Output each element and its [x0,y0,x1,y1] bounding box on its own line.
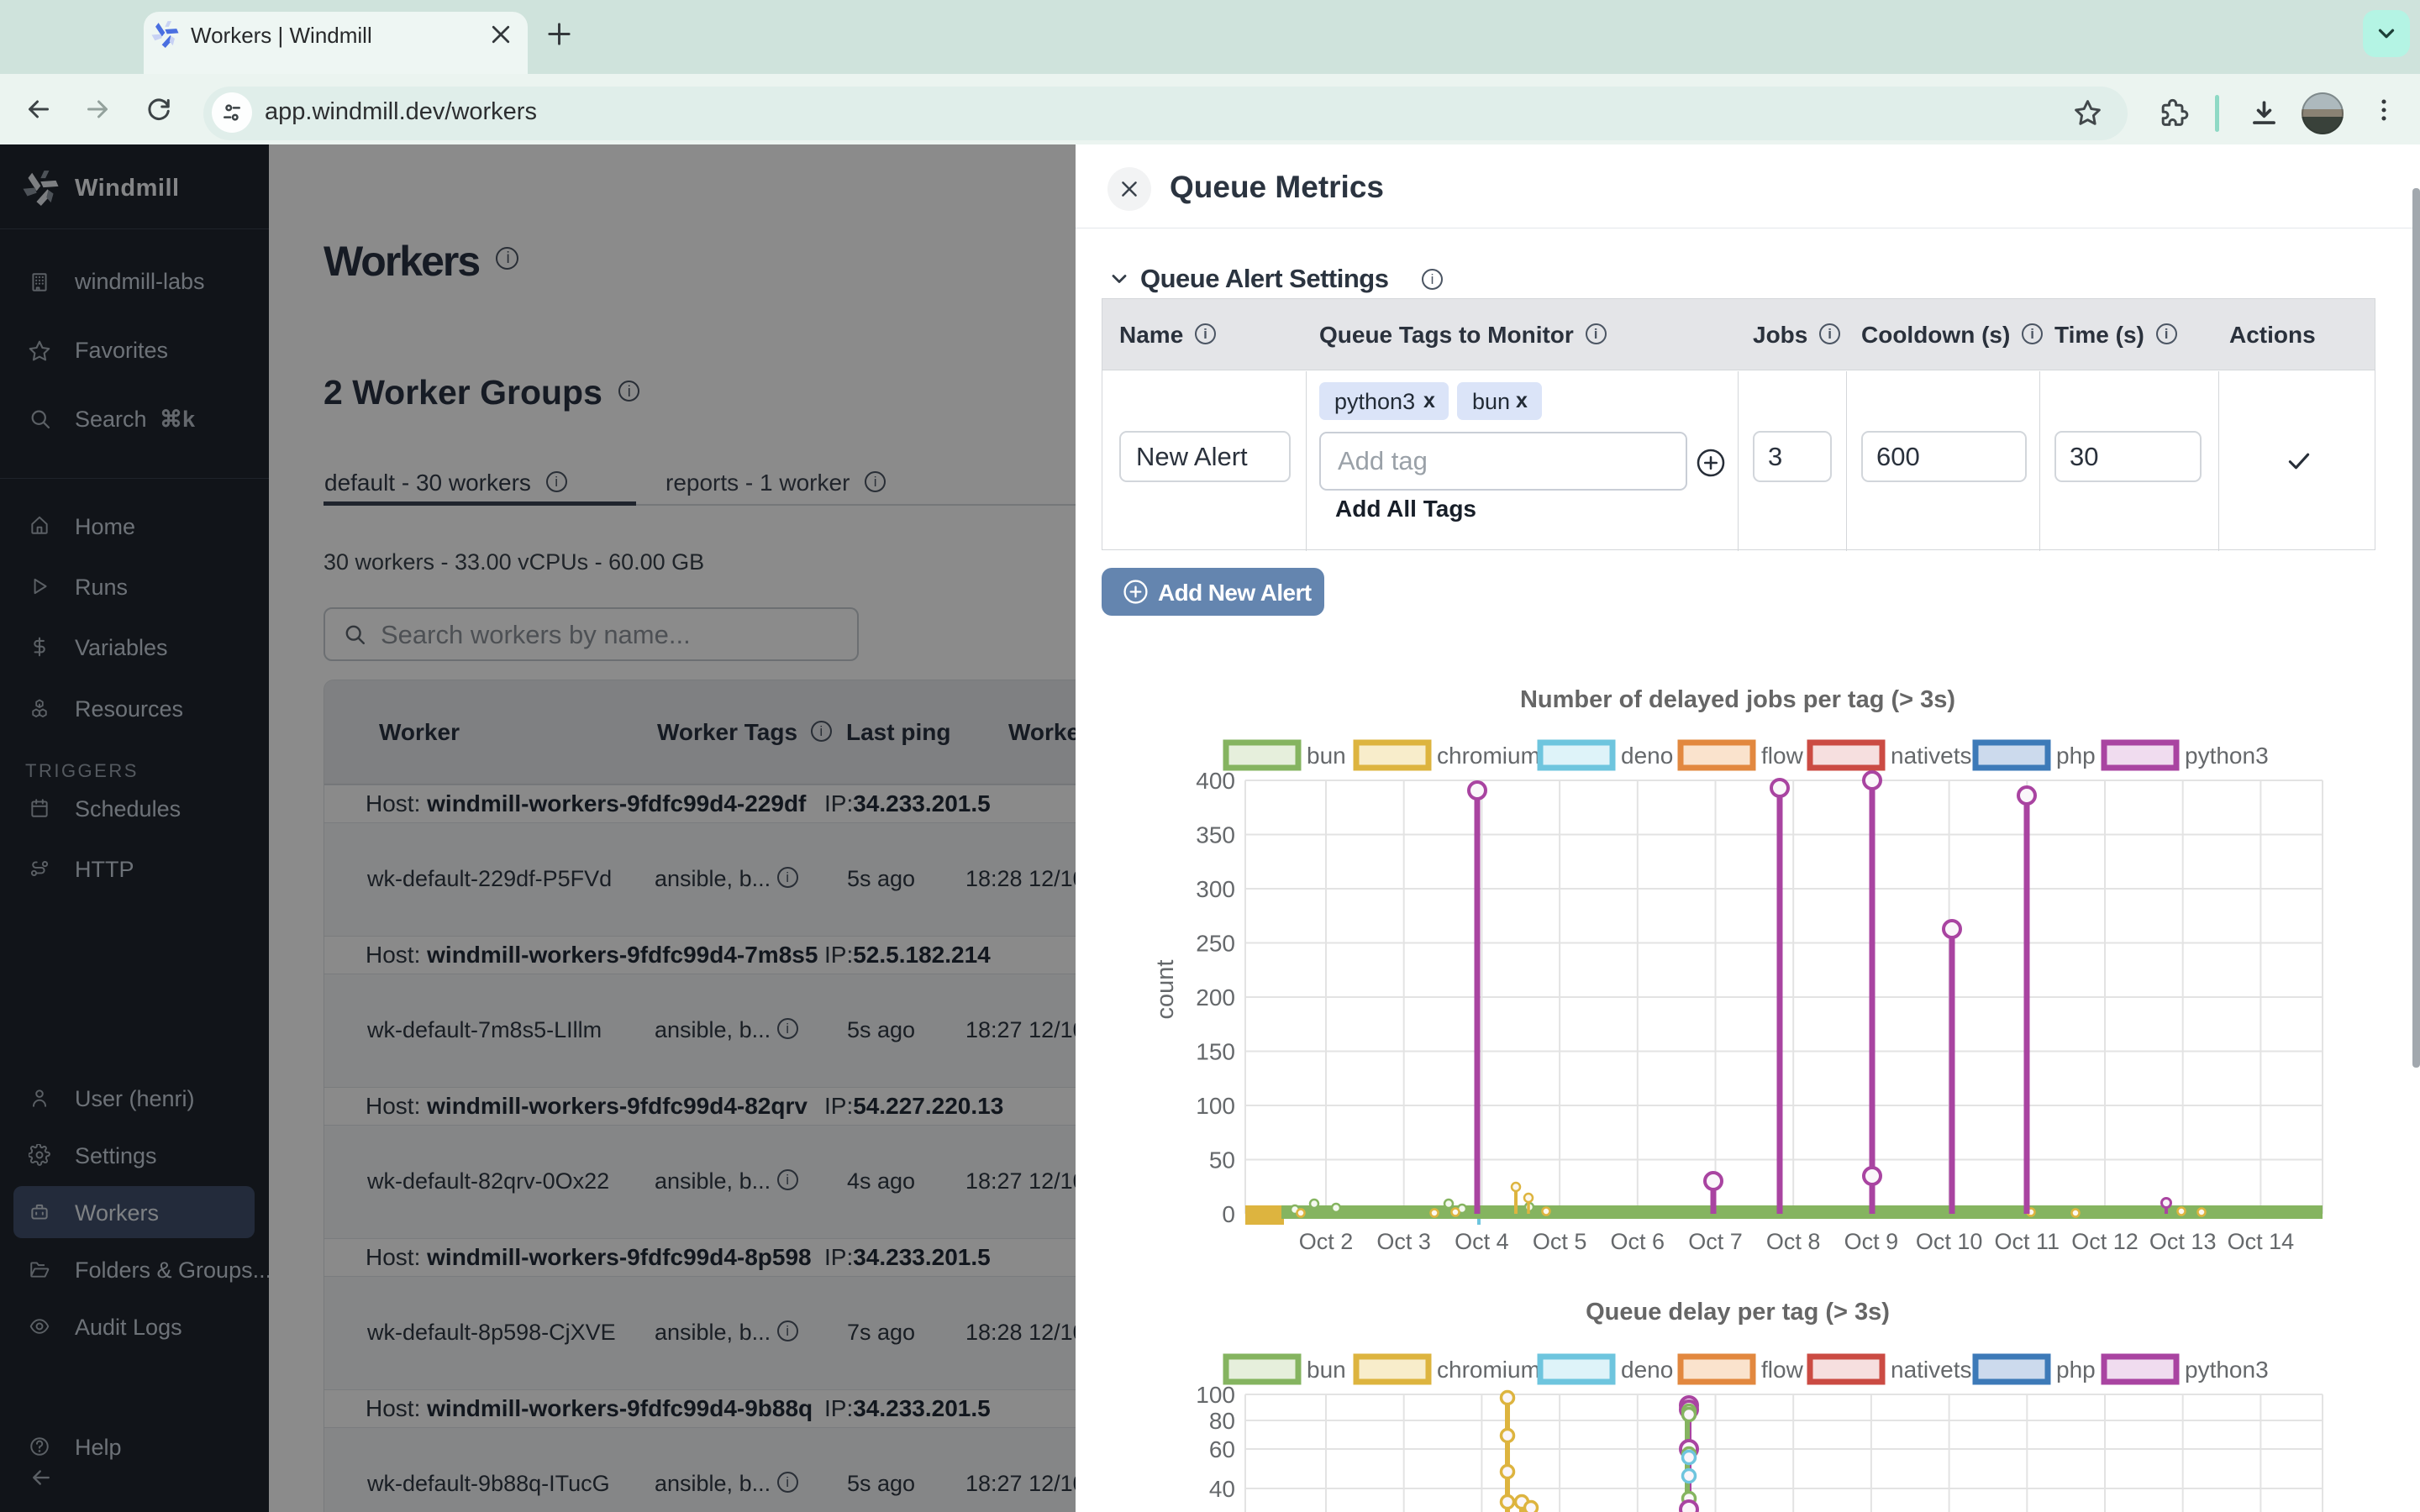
svg-text:Oct 3: Oct 3 [1376,1229,1431,1254]
svg-text:250: 250 [1196,931,1235,957]
svg-text:python3: python3 [2185,743,2269,769]
svg-text:python3: python3 [2185,1357,2269,1383]
svg-text:php: php [2056,1357,2096,1383]
svg-text:50: 50 [1209,1147,1235,1173]
svg-text:count: count [1152,960,1179,1020]
svg-text:0: 0 [1222,1201,1235,1227]
svg-text:Oct 14: Oct 14 [2228,1229,2295,1254]
svg-text:deno: deno [1621,1357,1673,1383]
svg-text:Oct 2: Oct 2 [1299,1229,1354,1254]
svg-text:deno: deno [1621,743,1673,769]
svg-text:80: 80 [1209,1408,1235,1434]
svg-text:300: 300 [1196,876,1235,902]
svg-text:Number of delayed jobs per tag: Number of delayed jobs per tag (> 3s) [1520,686,1955,713]
svg-text:bun: bun [1307,743,1346,769]
svg-text:nativets: nativets [1891,743,1972,769]
svg-text:100: 100 [1196,1093,1235,1119]
svg-text:Oct 8: Oct 8 [1766,1229,1821,1254]
svg-text:Oct 6: Oct 6 [1611,1229,1665,1254]
svg-text:200: 200 [1196,984,1235,1011]
svg-text:Oct 4: Oct 4 [1455,1229,1509,1254]
svg-text:chromium: chromium [1437,743,1540,769]
svg-text:Oct 13: Oct 13 [2149,1229,2217,1254]
svg-text:60: 60 [1209,1436,1235,1462]
svg-text:bun: bun [1307,1357,1346,1383]
svg-text:php: php [2056,743,2096,769]
svg-text:flow: flow [1761,1357,1804,1383]
svg-text:350: 350 [1196,822,1235,848]
svg-text:Queue delay per tag (> 3s): Queue delay per tag (> 3s) [1586,1299,1890,1326]
svg-text:Oct 5: Oct 5 [1533,1229,1587,1254]
svg-text:nativets: nativets [1891,1357,1972,1383]
svg-text:Oct 7: Oct 7 [1688,1229,1743,1254]
svg-text:Oct 12: Oct 12 [2071,1229,2139,1254]
svg-text:150: 150 [1196,1039,1235,1065]
svg-text:100: 100 [1196,1382,1235,1408]
svg-text:chromium: chromium [1437,1357,1540,1383]
svg-text:Oct 11: Oct 11 [1995,1229,2060,1254]
svg-text:400: 400 [1196,768,1235,794]
svg-text:flow: flow [1761,743,1804,769]
svg-text:40: 40 [1209,1476,1235,1502]
svg-text:Oct 9: Oct 9 [1844,1229,1899,1254]
svg-text:Oct 10: Oct 10 [1916,1229,1983,1254]
